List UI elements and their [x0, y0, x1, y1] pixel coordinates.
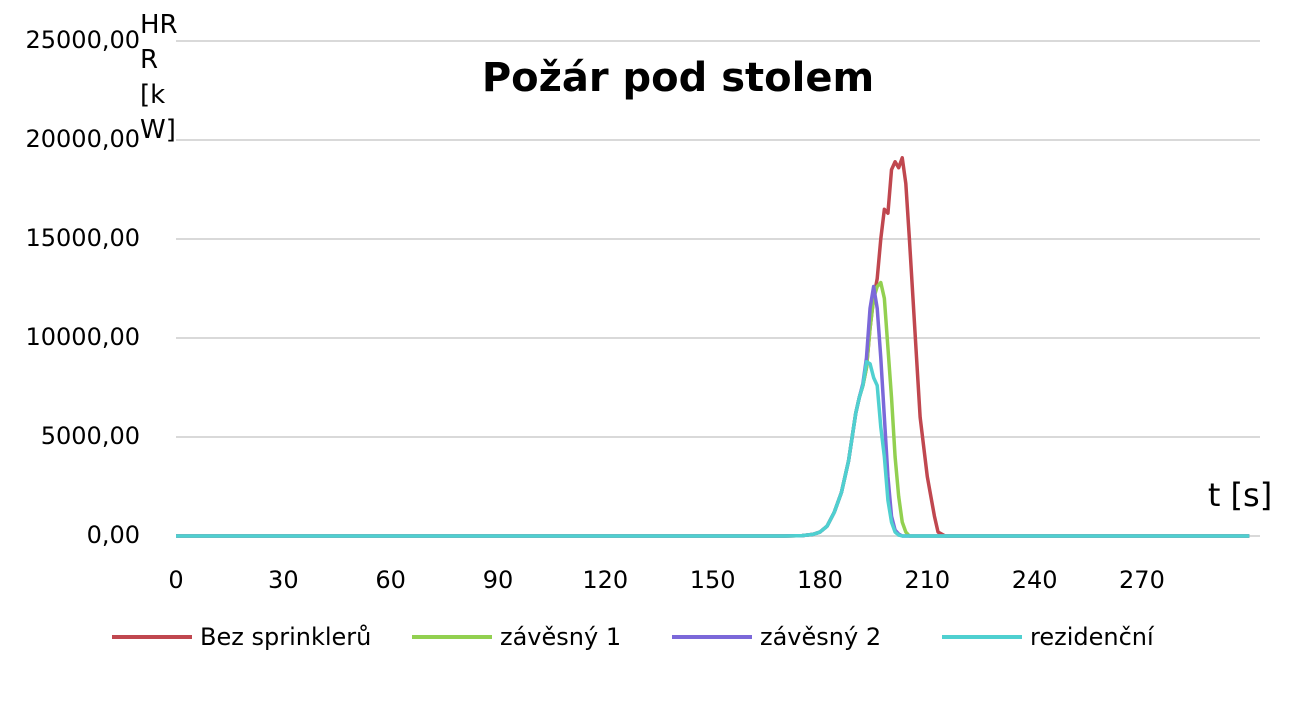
x-tick-label: 180 — [797, 566, 843, 594]
x-tick-label: 90 — [483, 566, 514, 594]
y-tick-label: 10000,00 — [25, 323, 140, 351]
y-label-box: HRR [kW] — [140, 10, 178, 145]
y-tick-label: 5000,00 — [41, 422, 140, 450]
y-tick-label: 15000,00 — [25, 224, 140, 252]
legend-label: Bez sprinklerů — [200, 623, 371, 651]
data-line — [176, 360, 1250, 538]
x-tick-label: 270 — [1119, 566, 1165, 594]
legend-label: rezidenční — [1030, 623, 1155, 651]
x-tick-label: 60 — [375, 566, 406, 594]
x-tick-label: 240 — [1012, 566, 1058, 594]
y-tick-label: 0,00 — [87, 521, 140, 549]
x-tick-label: 0 — [168, 566, 183, 594]
x-tick-label: 120 — [582, 566, 628, 594]
data-line — [176, 280, 1250, 538]
x-tick-label: 30 — [268, 566, 299, 594]
y-tick-label: 20000,00 — [25, 125, 140, 153]
legend-label: závěsný 2 — [760, 623, 881, 651]
data-line — [176, 284, 1250, 538]
x-axis-label: t [s] — [1208, 476, 1272, 514]
y-axis-label: HRR [kW] — [140, 10, 178, 145]
legend-label: závěsný 1 — [500, 623, 621, 651]
data-line — [176, 156, 1250, 538]
chart-title: Požár pod stolem — [482, 55, 874, 101]
x-tick-label: 210 — [904, 566, 950, 594]
x-tick-label: 150 — [690, 566, 736, 594]
y-tick-label: 25000,00 — [25, 26, 140, 54]
